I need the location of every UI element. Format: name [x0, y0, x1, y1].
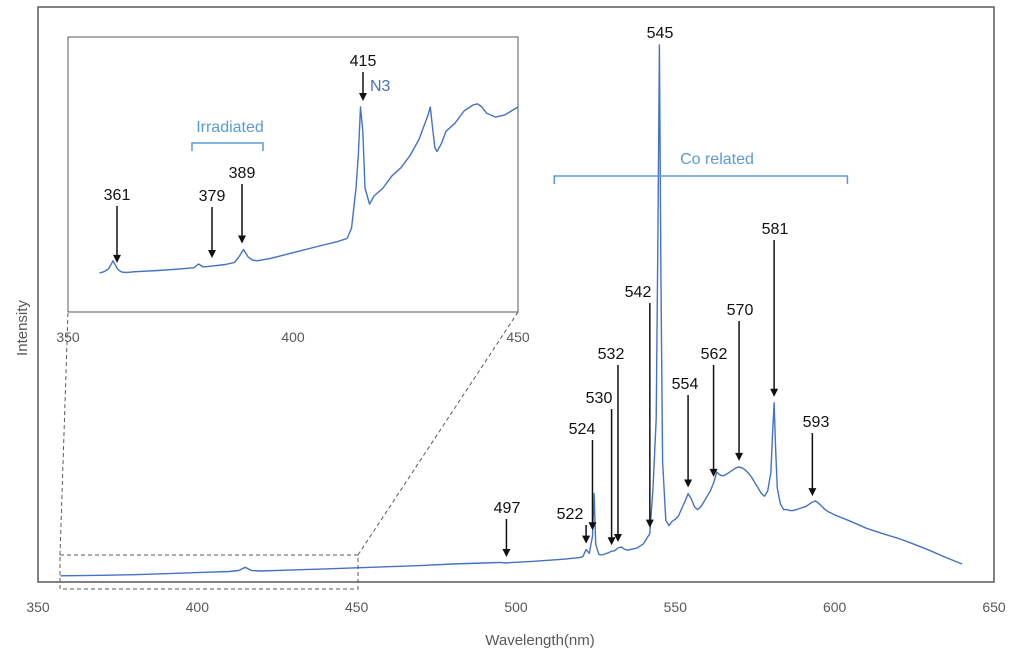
peak-label: 524 — [569, 421, 596, 438]
co-related-label: Co related — [680, 151, 754, 168]
spectrum-line — [60, 44, 963, 577]
inset-peak-label: 379 — [199, 188, 226, 205]
peak-label: 593 — [803, 414, 830, 431]
inset-arrow-head — [113, 254, 121, 263]
x-tick-label: 650 — [982, 599, 1006, 615]
peak-label: 522 — [557, 506, 584, 523]
inset-peak-label: 389 — [229, 165, 256, 182]
peak-label: 581 — [762, 221, 789, 238]
peak-label: 542 — [625, 284, 652, 301]
x-tick-label: 500 — [504, 599, 528, 615]
inset-spectrum-line — [99, 103, 519, 274]
inset-x-tick-label: 450 — [506, 329, 530, 345]
peak-label: 570 — [727, 302, 754, 319]
inset-frame — [67, 36, 519, 313]
x-tick-label: 600 — [823, 599, 847, 615]
peak-arrow-head — [735, 452, 744, 461]
x-tick-label: 450 — [345, 599, 369, 615]
x-tick-labels: 350 400 450 500 550 600 650 — [26, 599, 1006, 615]
peak-label: 530 — [586, 390, 613, 407]
peak-arrow-head — [770, 388, 779, 397]
zoom-region-box — [59, 554, 359, 590]
peak-arrow-head — [502, 548, 511, 557]
inset-bracket-line — [191, 142, 264, 151]
inset-arrow-head — [208, 250, 216, 259]
peak-arrow-head — [582, 535, 591, 544]
x-axis-label: Wavelength(nm) — [485, 632, 594, 649]
n3-label: N3 — [370, 78, 391, 95]
peak-label: 545 — [647, 25, 674, 42]
peak-label: 554 — [672, 376, 699, 393]
irradiated-bracket — [191, 142, 264, 151]
inset-arrow-head — [238, 235, 246, 244]
peak-arrow-head — [607, 537, 616, 546]
inset-peak-label: 415 — [350, 53, 377, 70]
x-tick-label: 350 — [26, 599, 50, 615]
peak-arrow-head — [613, 534, 622, 543]
y-axis-label: Intensity — [14, 300, 31, 356]
x-tick-label: 400 — [186, 599, 210, 615]
peak-arrow-head — [645, 519, 654, 528]
peak-arrow-head — [808, 488, 817, 497]
peak-arrow-head — [588, 522, 597, 531]
inset-arrow-head — [359, 93, 367, 101]
zoom-connector-left — [59, 311, 69, 556]
inset-x-tick-label: 350 — [56, 329, 80, 345]
peak-arrow-head — [684, 479, 693, 488]
x-tick-label: 550 — [664, 599, 688, 615]
inset-x-tick-labels: 350 400 450 — [56, 329, 530, 345]
peak-label: 562 — [701, 346, 728, 363]
inset-x-tick-label: 400 — [281, 329, 305, 345]
peak-label: 497 — [494, 500, 521, 517]
peak-label: 532 — [598, 346, 625, 363]
peak-arrow-head — [709, 468, 718, 477]
bracket-line — [553, 175, 849, 184]
irradiated-label: Irradiated — [196, 119, 264, 136]
co-related-bracket — [553, 175, 849, 184]
inset-peak-label: 361 — [104, 187, 131, 204]
